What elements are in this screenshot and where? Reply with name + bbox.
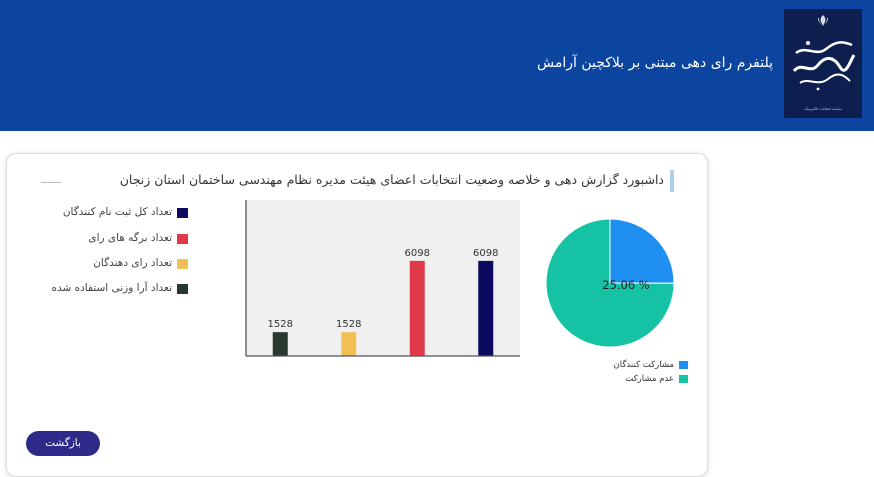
- plot-area: [246, 200, 520, 356]
- legend-item-ballots: تعداد برگه های رای: [40, 232, 190, 246]
- legend-label: عدم مشارکت: [625, 374, 674, 384]
- dashboard-title: داشبورد گزارش دهی و خلاصه وضعیت انتخابات…: [119, 172, 664, 187]
- legend-swatch: [177, 234, 188, 244]
- app-header: سامانه انتخابات الکترونیک پلتفرم رای دهی…: [0, 0, 874, 131]
- legend-swatch: [679, 361, 688, 369]
- legend-item-voters: تعداد رای دهندگان: [40, 257, 190, 271]
- pie-legend-non-participants: عدم مشارکت: [580, 374, 688, 386]
- legend-item-registered: تعداد کل ثبت نام کنندگان: [40, 206, 190, 220]
- platform-title: پلتفرم رای دهی مبتنی بر بلاکچین آرامش: [536, 55, 773, 71]
- bar-data-label: 1528: [336, 319, 361, 330]
- legend-label: تعداد برگه های رای: [88, 232, 172, 244]
- back-button[interactable]: بازگشت: [26, 431, 100, 456]
- legend-label: تعداد کل ثبت نام کنندگان: [62, 206, 172, 218]
- pie-legend-participants: مشارکت کنندگان: [580, 360, 688, 372]
- legend-label: مشارکت کنندگان: [613, 360, 674, 370]
- bar-data-label: 6098: [473, 248, 498, 259]
- bar: [272, 332, 288, 356]
- logo-calligraphy: [792, 41, 856, 91]
- legend-swatch: [679, 375, 688, 383]
- title-divider: [41, 182, 61, 183]
- bar: [341, 332, 357, 356]
- bar-data-label: 1528: [268, 319, 293, 330]
- bar-data-label: 6098: [405, 248, 430, 259]
- legend-swatch: [177, 259, 188, 269]
- pie-chart: 25.06 %: [545, 218, 675, 348]
- bar: [478, 260, 494, 356]
- legend-item-weighted-votes: تعداد آرا وزنی استفاده شده: [40, 282, 190, 296]
- legend-label: تعداد رای دهندگان: [93, 257, 172, 269]
- logo-caption: سامانه انتخابات الکترونیک: [804, 107, 842, 111]
- election-logo: سامانه انتخابات الکترونیک: [784, 9, 862, 118]
- pie-slice: [609, 218, 675, 284]
- legend-label: تعداد آرا وزنی استفاده شده: [51, 282, 172, 294]
- title-accent-bar: [670, 170, 674, 192]
- bar-chart: 1528 1528 6098 6098: [245, 200, 520, 357]
- legend-swatch: [177, 284, 188, 294]
- legend-swatch: [177, 208, 188, 218]
- pie-data-label: 25.06 %: [602, 278, 650, 292]
- bar: [409, 260, 425, 356]
- emblem-icon: [818, 15, 828, 26]
- pie-slice: [545, 218, 675, 348]
